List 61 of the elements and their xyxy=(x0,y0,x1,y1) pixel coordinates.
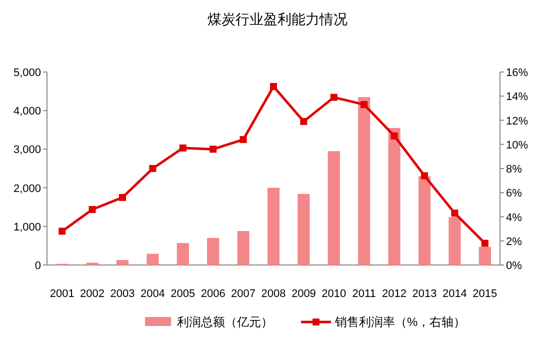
point xyxy=(270,82,277,90)
x-tick-label: 2012 xyxy=(382,288,407,300)
bar xyxy=(116,260,129,265)
x-tick-label: 2006 xyxy=(200,288,226,300)
chart-title: 煤炭行业盈利能力情况 xyxy=(208,11,348,27)
bar xyxy=(207,238,220,265)
legend-label: 利润总额（亿元） xyxy=(177,315,273,329)
y2-tick-label: 12% xyxy=(506,115,528,128)
bar xyxy=(176,243,189,265)
point xyxy=(421,172,428,180)
y-tick-label: 3,000 xyxy=(13,144,41,156)
point xyxy=(360,101,368,108)
y-tick-label: 2,000 xyxy=(13,182,41,195)
y2-tick-label: 0% xyxy=(506,260,522,272)
x-tick-label: 2002 xyxy=(80,288,105,300)
bar xyxy=(478,246,491,265)
x-tick-label: 2003 xyxy=(110,288,135,300)
bar xyxy=(146,254,159,265)
bar xyxy=(388,128,400,265)
x-tick-label: 2011 xyxy=(352,288,376,300)
x-tick-label: 2001 xyxy=(50,288,74,300)
point xyxy=(58,228,66,235)
x-tick-label: 2004 xyxy=(140,288,165,300)
y2-tick-label: 6% xyxy=(506,188,522,200)
y-tick-label: 5,000 xyxy=(13,67,41,79)
point xyxy=(300,118,308,125)
point xyxy=(330,94,338,101)
point xyxy=(451,210,458,217)
y-tick-label: 0 xyxy=(34,260,41,272)
y2-tick-label: 14% xyxy=(506,91,528,104)
y-tick-label: 4,000 xyxy=(13,106,41,118)
x-tick-label: 2008 xyxy=(261,288,286,300)
y2-tick-label: 8% xyxy=(506,164,522,176)
x-tick-label: 2007 xyxy=(231,288,256,300)
point xyxy=(88,206,96,214)
point xyxy=(119,194,126,201)
x-tick-label: 2009 xyxy=(291,288,316,300)
y-tick-label: 1,000 xyxy=(13,221,41,234)
point xyxy=(179,144,186,152)
x-tick-label: 2014 xyxy=(442,288,467,300)
x-tick-label: 2015 xyxy=(472,288,498,300)
point xyxy=(390,132,398,140)
bar xyxy=(298,194,310,265)
y2-tick-label: 16% xyxy=(506,67,528,79)
legend-label: 销售利润率（%，右轴） xyxy=(334,315,466,329)
point xyxy=(210,146,217,153)
x-tick-label: 2010 xyxy=(322,288,346,300)
bar xyxy=(267,188,280,265)
bar xyxy=(358,97,370,265)
bar xyxy=(328,151,340,265)
x-tick-label: 2013 xyxy=(412,288,437,300)
point xyxy=(481,240,488,247)
y2-tick-label: 4% xyxy=(506,212,522,224)
point xyxy=(240,136,247,144)
bar xyxy=(448,217,461,265)
y2-tick-label: 10% xyxy=(506,139,528,152)
x-tick-label: 2005 xyxy=(170,288,196,300)
y2-tick-label: 2% xyxy=(506,236,522,248)
bar xyxy=(418,176,431,265)
point xyxy=(149,165,156,172)
bar xyxy=(237,231,250,265)
